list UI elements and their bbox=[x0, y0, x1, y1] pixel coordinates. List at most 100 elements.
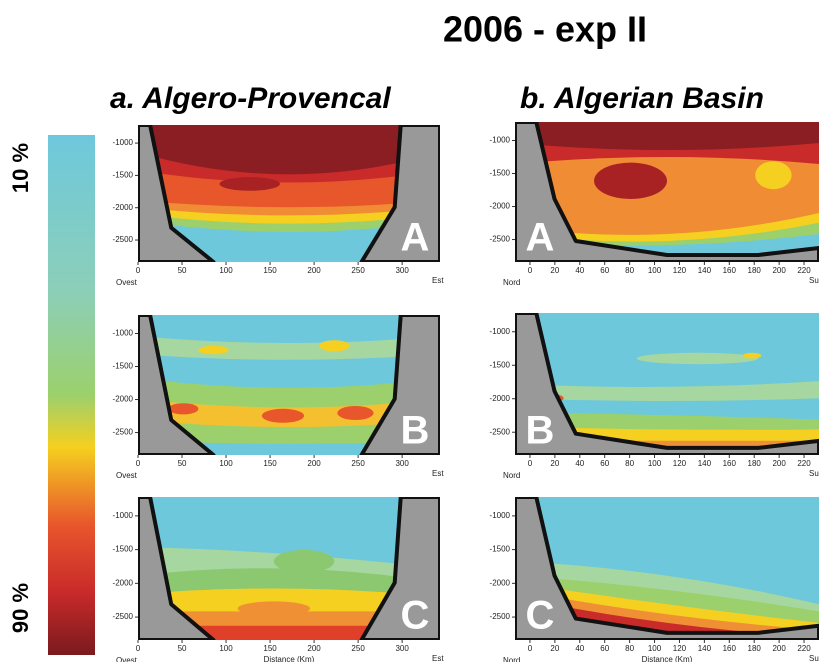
contour-panel bbox=[515, 497, 819, 640]
x-tick-label: 140 bbox=[698, 644, 712, 653]
axis-end-label: Ovest bbox=[116, 278, 138, 287]
x-tick-label: 20 bbox=[550, 459, 559, 468]
x-tick-label: 100 bbox=[648, 644, 662, 653]
contour-blob bbox=[237, 601, 311, 616]
contour-blob bbox=[261, 408, 305, 423]
figure-title: 2006 - exp II bbox=[443, 9, 647, 50]
contour-panel bbox=[138, 315, 440, 455]
x-tick-label: 50 bbox=[178, 644, 187, 653]
topography bbox=[138, 497, 216, 640]
contour-blob bbox=[337, 406, 374, 420]
x-tick-label: 220 bbox=[797, 644, 811, 653]
x-tick-label: 100 bbox=[219, 459, 233, 468]
x-tick-label: 160 bbox=[723, 266, 737, 275]
contour-blob bbox=[219, 177, 280, 191]
contour-blob bbox=[198, 345, 229, 355]
y-tick-label: -2500 bbox=[113, 612, 134, 621]
colorbar bbox=[48, 135, 95, 655]
axis-end-label: Nord bbox=[503, 471, 520, 480]
x-tick-label: 250 bbox=[351, 644, 365, 653]
panel-letter: B bbox=[401, 409, 430, 453]
x-tick-label: 200 bbox=[307, 644, 321, 653]
x-tick-label: 300 bbox=[395, 459, 409, 468]
y-tick-label: -1000 bbox=[113, 329, 134, 338]
x-tick-label: 140 bbox=[698, 266, 712, 275]
contour-panel bbox=[515, 313, 819, 455]
topography bbox=[515, 313, 819, 455]
y-tick-label: -2000 bbox=[113, 203, 134, 212]
x-tick-label: 150 bbox=[263, 644, 277, 653]
contour-blob bbox=[743, 352, 762, 359]
x-tick-label: 0 bbox=[136, 459, 141, 468]
y-tick-label: -2500 bbox=[113, 235, 134, 244]
x-tick-label: 20 bbox=[550, 644, 559, 653]
x-tick-label: 0 bbox=[136, 644, 141, 653]
x-tick-label: 80 bbox=[625, 459, 634, 468]
axis-end-label: Sud bbox=[809, 654, 819, 662]
topography bbox=[359, 497, 440, 640]
x-axis-label: Distance (Km) bbox=[642, 655, 693, 662]
axis-end-label: Est bbox=[432, 276, 444, 285]
x-tick-label: 40 bbox=[575, 266, 584, 275]
x-tick-label: 100 bbox=[219, 266, 233, 275]
x-tick-label: 200 bbox=[307, 266, 321, 275]
axis-end-label: Ovest bbox=[116, 656, 138, 662]
contour-blob bbox=[168, 403, 199, 415]
contour-blob bbox=[273, 549, 335, 573]
x-tick-label: 0 bbox=[528, 266, 533, 275]
x-tick-label: 220 bbox=[797, 266, 811, 275]
x-tick-label: 180 bbox=[748, 266, 762, 275]
x-tick-label: 200 bbox=[772, 644, 786, 653]
column-title: b. Algerian Basin bbox=[520, 82, 764, 115]
topography bbox=[359, 125, 440, 262]
x-tick-label: 40 bbox=[575, 644, 584, 653]
topography bbox=[359, 315, 440, 455]
x-tick-label: 160 bbox=[723, 459, 737, 468]
axis-end-label: Est bbox=[432, 654, 444, 662]
x-tick-label: 60 bbox=[600, 459, 609, 468]
panel-letter: C bbox=[401, 594, 430, 638]
x-tick-label: 60 bbox=[600, 266, 609, 275]
axis-end-label: Sud bbox=[809, 469, 819, 478]
axis-end-label: Ovest bbox=[116, 471, 138, 480]
x-tick-label: 120 bbox=[673, 459, 687, 468]
contour-blob bbox=[636, 352, 759, 365]
y-tick-label: -1500 bbox=[490, 360, 511, 369]
panel-letter: C bbox=[526, 594, 555, 638]
contour-blob bbox=[319, 340, 350, 352]
x-tick-label: 0 bbox=[136, 266, 141, 275]
y-tick-label: -1000 bbox=[490, 327, 511, 336]
x-tick-label: 80 bbox=[625, 644, 634, 653]
x-tick-label: 120 bbox=[673, 644, 687, 653]
x-tick-label: 0 bbox=[528, 459, 533, 468]
contour-panel bbox=[138, 125, 440, 262]
y-tick-label: -2500 bbox=[490, 427, 511, 436]
x-tick-label: 80 bbox=[625, 266, 634, 275]
x-tick-label: 100 bbox=[648, 266, 662, 275]
panel-letter: B bbox=[526, 409, 555, 453]
y-tick-label: -2500 bbox=[490, 235, 511, 244]
x-tick-label: 140 bbox=[698, 459, 712, 468]
column-title: a. Algero-Provencal bbox=[110, 82, 391, 115]
x-tick-label: 0 bbox=[528, 644, 533, 653]
x-tick-label: 200 bbox=[772, 266, 786, 275]
y-tick-label: -2000 bbox=[490, 578, 511, 587]
y-tick-label: -2500 bbox=[113, 428, 134, 437]
x-tick-label: 180 bbox=[748, 644, 762, 653]
x-tick-label: 220 bbox=[797, 459, 811, 468]
y-tick-label: -1500 bbox=[113, 545, 134, 554]
topography bbox=[138, 125, 216, 262]
y-tick-label: -1000 bbox=[490, 136, 511, 145]
y-tick-label: -1000 bbox=[113, 138, 134, 147]
panel-letter: A bbox=[401, 216, 430, 260]
y-tick-label: -1500 bbox=[113, 362, 134, 371]
colorbar-label: 90 % bbox=[8, 583, 33, 633]
contour-panel bbox=[138, 497, 440, 640]
x-tick-label: 200 bbox=[772, 459, 786, 468]
x-tick-label: 250 bbox=[351, 459, 365, 468]
x-tick-label: 180 bbox=[748, 459, 762, 468]
x-tick-label: 200 bbox=[307, 459, 321, 468]
topography bbox=[515, 497, 819, 640]
y-tick-label: -2000 bbox=[490, 202, 511, 211]
colorbar-label: 10 % bbox=[8, 143, 33, 193]
